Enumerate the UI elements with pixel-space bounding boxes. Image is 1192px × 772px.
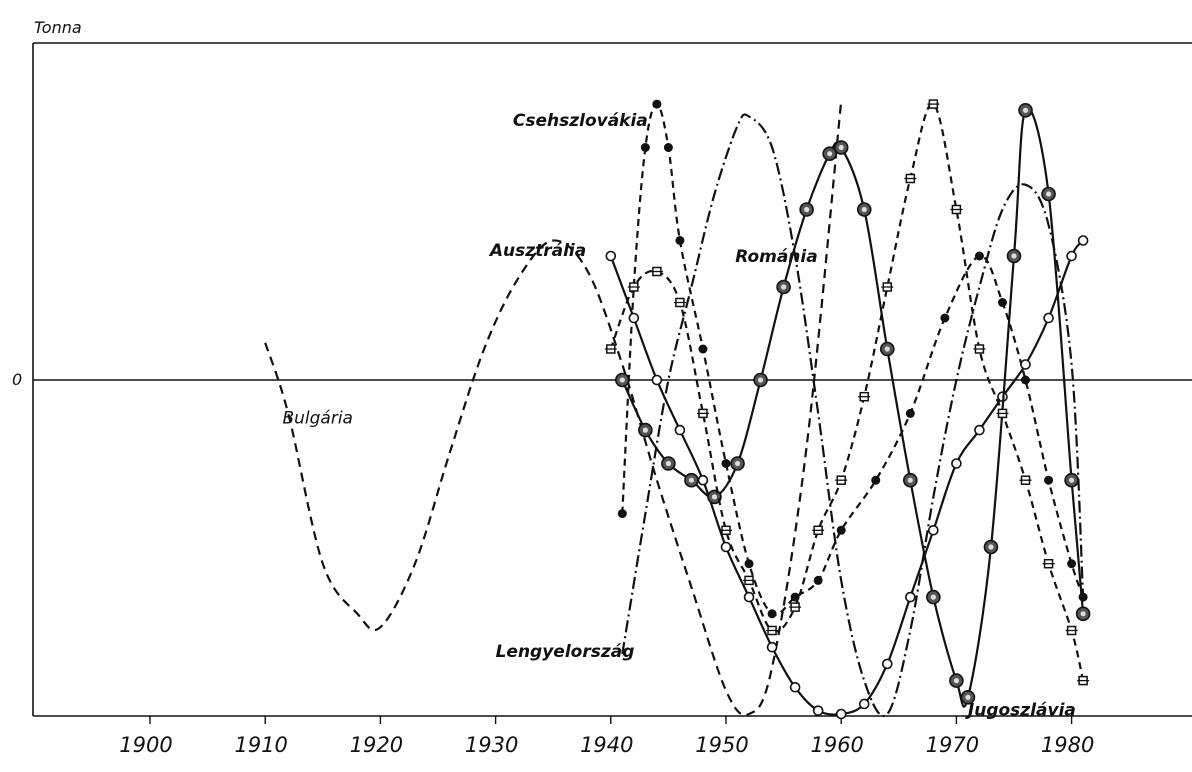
data-point — [813, 575, 823, 585]
series-label: Bulgária — [282, 408, 353, 428]
data-point — [698, 344, 708, 354]
series-label: Lengyelország — [496, 642, 635, 662]
data-point-center — [1022, 107, 1029, 113]
data-point — [858, 698, 870, 710]
data-point — [1044, 475, 1054, 485]
data-point — [651, 374, 663, 386]
data-point — [951, 458, 962, 469]
series-label: Ausztrália — [488, 241, 586, 261]
data-point-center — [1011, 253, 1017, 259]
data-point — [605, 250, 617, 262]
data-point — [835, 708, 847, 720]
data-point — [928, 524, 939, 536]
data-point-center — [1080, 611, 1086, 617]
data-point — [974, 251, 984, 261]
data-point — [905, 408, 915, 418]
data-point — [652, 99, 662, 109]
x-tick-label: 1920 — [350, 733, 403, 757]
data-point-center — [953, 678, 960, 684]
data-point-center — [688, 477, 695, 483]
data-point — [663, 143, 673, 152]
x-tick-label: 1950 — [695, 733, 748, 757]
data-point-center — [884, 346, 890, 352]
data-point-center — [988, 544, 994, 550]
data-point-center — [1045, 191, 1052, 197]
data-point — [871, 475, 881, 485]
series-3 — [605, 235, 1089, 720]
data-point — [628, 312, 640, 324]
data-point — [674, 424, 686, 436]
data-point — [617, 509, 627, 519]
data-point — [767, 609, 777, 619]
data-point — [1067, 559, 1077, 569]
data-point — [1020, 359, 1031, 370]
x-tick-label: 1980 — [1041, 733, 1094, 757]
x-tick-label: 1930 — [465, 733, 518, 757]
x-tick-label: 1940 — [580, 733, 633, 757]
data-point — [1077, 235, 1089, 246]
data-point-center — [619, 377, 625, 383]
data-point — [1043, 312, 1054, 324]
data-point — [1021, 375, 1031, 385]
data-point — [766, 641, 778, 653]
data-point — [790, 592, 800, 602]
series-line — [264, 100, 843, 717]
data-point — [974, 424, 985, 436]
data-point-center — [781, 284, 787, 290]
data-point — [940, 313, 950, 323]
data-point — [1078, 592, 1088, 602]
series-label: Jugoszlávia — [965, 701, 1076, 721]
y-axis-unit-label: Tonna — [34, 18, 82, 37]
data-point — [697, 474, 709, 486]
series-line — [609, 239, 1084, 716]
data-point-center — [665, 460, 672, 467]
data-point-center — [827, 151, 833, 157]
data-point — [812, 705, 824, 716]
data-point-center — [711, 494, 718, 500]
data-point-center — [642, 427, 648, 433]
series-4 — [615, 103, 1091, 708]
series-label: Románia — [735, 247, 818, 267]
series-2 — [617, 99, 1088, 619]
data-point — [881, 658, 893, 670]
data-point — [640, 143, 650, 152]
data-point-center — [861, 206, 867, 213]
data-point — [1066, 250, 1077, 262]
data-point-center — [734, 460, 741, 467]
series-layer — [264, 99, 1091, 720]
data-point — [789, 681, 801, 693]
data-point — [997, 298, 1007, 307]
data-point — [720, 541, 732, 553]
data-point — [675, 236, 685, 245]
data-point — [905, 591, 916, 603]
data-point-center — [838, 144, 844, 151]
series-line — [621, 113, 1085, 717]
data-point-center — [907, 477, 913, 483]
data-point-center — [930, 594, 936, 600]
series-0 — [264, 100, 843, 717]
x-tick-label: 1970 — [926, 733, 979, 757]
zero-tick-label: 0 — [12, 370, 22, 389]
series-1 — [621, 113, 1085, 717]
series-labels: Csehszlovákia Ausztrália Románia Bulgária Le… — [282, 111, 1075, 721]
data-point — [836, 525, 846, 535]
series-line — [621, 102, 1085, 616]
data-point-center — [757, 377, 764, 383]
data-point-center — [1069, 477, 1075, 483]
data-point — [721, 459, 731, 468]
x-tick-label: 1960 — [810, 733, 863, 757]
data-point — [743, 591, 755, 603]
series-5 — [604, 99, 1090, 686]
x-tick-label: 1910 — [234, 733, 287, 757]
series-line — [621, 107, 1085, 708]
series-label: Csehszlovákia — [513, 111, 648, 131]
data-point-center — [804, 206, 810, 213]
x-ticks: 1900 1910 1920 1930 1940 1950 1960 1970 1980 — [119, 716, 1094, 757]
x-tick-label: 1900 — [119, 733, 172, 757]
data-point-center — [965, 694, 971, 700]
data-point — [744, 559, 754, 569]
